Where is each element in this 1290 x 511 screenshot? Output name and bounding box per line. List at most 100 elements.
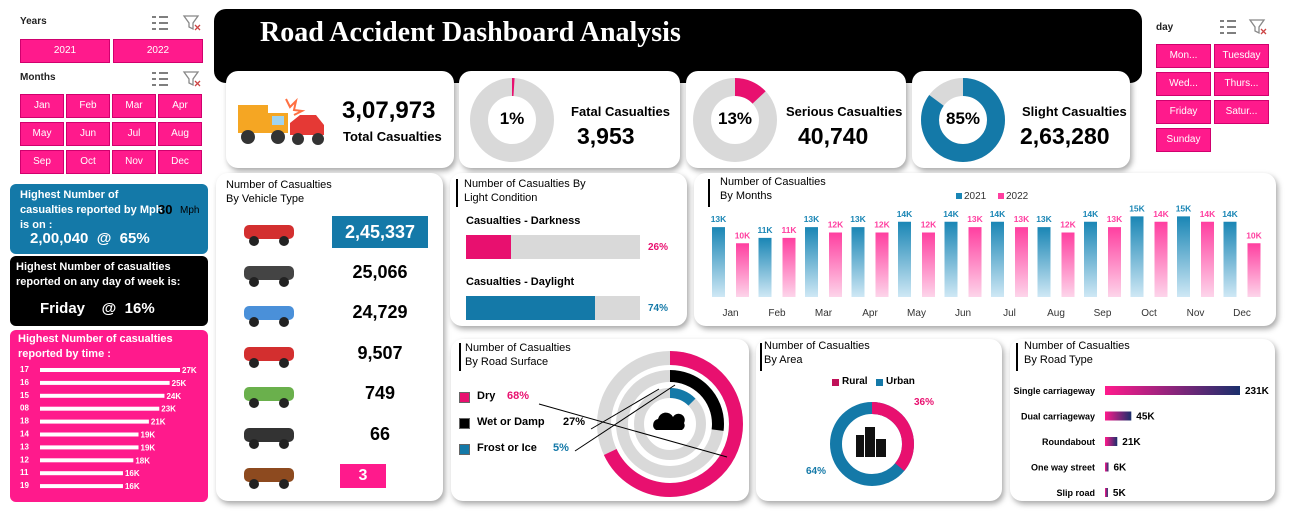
- time-value-label: 27K: [182, 366, 197, 375]
- light-row-label: Casualties - Daylight: [466, 276, 575, 288]
- time-bar: [40, 419, 149, 424]
- light-title-1: Number of Casualties By: [464, 178, 586, 190]
- month-button[interactable]: Feb: [66, 94, 110, 118]
- road-type-label: Single carriageway: [1013, 386, 1095, 396]
- month-bar-2022: [736, 243, 749, 297]
- clear-filter-icon[interactable]: [182, 14, 202, 32]
- month-bar-label: 13K: [1014, 214, 1030, 224]
- day-button[interactable]: Mon...: [1156, 44, 1211, 68]
- month-button[interactable]: May: [20, 122, 64, 146]
- month-axis-label: Oct: [1141, 308, 1157, 319]
- day-slicer: day Mon... Tuesday Wed... Thurs... Friday Sat…: [1148, 8, 1280, 158]
- car-icon: [240, 219, 298, 247]
- month-bar-2022: [1015, 227, 1028, 297]
- month-axis-label: Nov: [1187, 308, 1205, 319]
- donut-value-arc: [693, 78, 777, 162]
- month-bar-label: 10K: [735, 230, 751, 240]
- day-button[interactable]: Tuesday: [1214, 44, 1269, 68]
- motorcycle-icon: [240, 260, 298, 288]
- surface-arc-wet: [616, 370, 724, 478]
- multi-select-icon[interactable]: [150, 14, 170, 32]
- slight-donut: [921, 78, 1005, 162]
- month-button[interactable]: Jan: [20, 94, 64, 118]
- serious-casualties-card: 13% Serious Casualties 40,740: [686, 71, 906, 168]
- month-bar-2022: [829, 232, 842, 297]
- year-2022-button[interactable]: 2022: [113, 39, 203, 63]
- vehicle-title-1: Number of Casualties: [226, 179, 332, 191]
- time-value-label: 18K: [135, 456, 150, 465]
- day-button[interactable]: Thurs...: [1214, 72, 1269, 96]
- area-title-2: By Area: [764, 354, 803, 366]
- month-bar-2021: [851, 227, 865, 297]
- time-bar-chart: 17 27K 16 25K 15 24K 08 23K 18 21K 14 19K 13 19K 12 18K…: [20, 365, 197, 491]
- time-bar: [40, 432, 139, 437]
- day-button[interactable]: Wed...: [1156, 72, 1211, 96]
- month-bar-2022: [1201, 221, 1214, 297]
- month-axis-label: Jul: [1003, 308, 1016, 319]
- day-button[interactable]: Sunday: [1156, 128, 1211, 152]
- multi-select-icon[interactable]: [150, 70, 170, 88]
- time-info-title: Highest Number of casualties reported by…: [18, 333, 173, 360]
- year-2021-button[interactable]: 2021: [20, 39, 110, 63]
- clear-filter-icon[interactable]: [1248, 18, 1268, 36]
- clear-filter-icon[interactable]: [182, 70, 202, 88]
- month-button[interactable]: Sep: [20, 150, 64, 174]
- month-button[interactable]: Mar: [112, 94, 156, 118]
- month-bar-label: 13K: [1107, 214, 1123, 224]
- month-button[interactable]: Jun: [66, 122, 110, 146]
- time-value-label: 23K: [161, 405, 176, 414]
- month-button[interactable]: Apr: [158, 94, 202, 118]
- buildings-icon: [856, 427, 886, 457]
- multi-select-icon[interactable]: [1218, 18, 1238, 36]
- fatal-donut: [470, 78, 554, 162]
- light-condition-card: Number of Casualties By Light Condition …: [450, 173, 687, 326]
- time-value-label: 16K: [125, 469, 140, 478]
- month-bar-label: 13K: [1036, 214, 1052, 224]
- month-bar-2021: [712, 227, 725, 297]
- title-accent: [760, 343, 762, 371]
- surface-legend-pct: 68%: [507, 390, 530, 402]
- surface-legend-swatch: [459, 418, 470, 429]
- area-arc-rural: [830, 402, 914, 486]
- surface-leader-line: [590, 388, 660, 430]
- legend-2021-label: 2021: [964, 191, 987, 202]
- month-button[interactable]: Oct: [66, 150, 110, 174]
- years-slicer: Years 2021 2022: [10, 8, 208, 68]
- month-axis-label: Feb: [768, 308, 786, 319]
- fatal-pct: 1%: [499, 109, 525, 128]
- mph-value: 30: [158, 202, 173, 217]
- day-button[interactable]: Satur...: [1214, 100, 1269, 124]
- month-bar-label: 15K: [1176, 203, 1192, 213]
- month-button[interactable]: Aug: [158, 122, 202, 146]
- fatal-casualties-card: 1% Fatal Casualties 3,953: [459, 71, 680, 168]
- month-button[interactable]: Dec: [158, 150, 202, 174]
- time-bar: [40, 445, 139, 450]
- horse-icon: [240, 462, 298, 490]
- vehicle-value: 25,066: [352, 261, 408, 282]
- cloud-icon: [653, 412, 685, 430]
- month-bar-2022: [1061, 232, 1075, 297]
- surface-legend-swatch: [459, 444, 470, 455]
- time-hour-label: 16: [20, 378, 29, 387]
- month-bar-label: 13K: [804, 214, 820, 224]
- area-card: Number of Casualties By Area Rural Urban …: [756, 339, 1002, 501]
- month-bar-2022: [782, 237, 796, 297]
- time-bar: [40, 458, 134, 463]
- surface-title-2: By Road Surface: [465, 356, 549, 368]
- mph-info-title: Highest Number of casualties reported by…: [20, 189, 163, 231]
- time-hour-label: 08: [20, 404, 29, 413]
- month-bar-label: 12K: [874, 220, 890, 230]
- month-bar-label: 13K: [850, 214, 866, 224]
- month-bar-label: 13K: [711, 214, 727, 224]
- month-axis-label: Dec: [1233, 308, 1251, 319]
- month-button[interactable]: Jul: [112, 122, 156, 146]
- day-button[interactable]: Friday: [1156, 100, 1211, 124]
- surface-title-1: Number of Casualties: [465, 342, 571, 354]
- road-type-value: 21K: [1122, 437, 1141, 448]
- fatal-value: 3,953: [577, 123, 635, 149]
- month-bar-2021: [1084, 221, 1097, 297]
- time-bar: [40, 406, 160, 411]
- month-button[interactable]: Nov: [112, 150, 156, 174]
- road-surface-donut: [538, 351, 743, 497]
- months-slicer: Months Jan Feb Mar Apr May Jun Jul Aug Sep Oct Nov…: [10, 68, 208, 178]
